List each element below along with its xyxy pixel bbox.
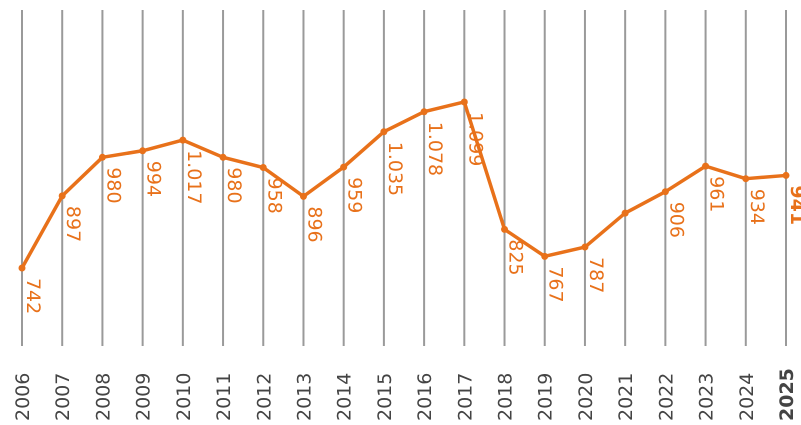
point: [219, 153, 227, 161]
point: [782, 171, 790, 179]
point: [460, 98, 468, 106]
data-label: 980: [223, 167, 245, 203]
data-label: 906: [665, 202, 687, 238]
x-tick-label: 2025: [776, 368, 798, 421]
point: [661, 188, 669, 196]
data-label: 825: [505, 239, 527, 275]
x-tick-label: 2010: [173, 373, 195, 421]
point: [299, 192, 307, 200]
point: [742, 175, 750, 183]
data-label: 1.017: [183, 150, 205, 204]
x-tick-label: 2019: [535, 373, 557, 421]
x-tick-label: 2021: [615, 373, 637, 421]
data-label: 980: [102, 167, 124, 203]
point: [702, 162, 710, 170]
x-tick-label: 2017: [454, 373, 476, 421]
x-tick-label: 2015: [374, 373, 396, 421]
data-label: 767: [545, 266, 567, 302]
data-label: 742: [22, 278, 44, 314]
x-tick-label: 2020: [575, 373, 597, 421]
point: [581, 243, 589, 251]
x-tick-label: 2018: [495, 373, 517, 421]
data-label: 958: [263, 178, 285, 214]
x-tick-label: 2013: [293, 373, 315, 421]
x-tick-label: 2012: [253, 373, 275, 421]
point: [98, 153, 106, 161]
point: [58, 192, 66, 200]
point: [501, 225, 509, 233]
x-tick-label: 2009: [133, 373, 155, 421]
data-label: 934: [746, 189, 768, 225]
x-tick-label: 2014: [334, 373, 356, 421]
data-label: 1.035: [384, 142, 406, 196]
data-label: 1.078: [424, 122, 446, 176]
point: [420, 108, 428, 116]
point: [541, 252, 549, 260]
point: [621, 209, 629, 217]
data-label: 994: [143, 161, 165, 197]
x-tick-label: 2024: [736, 373, 758, 421]
point: [380, 128, 388, 136]
x-tick-label: 2007: [52, 373, 74, 421]
x-tick-label: 2023: [696, 373, 718, 421]
point: [259, 164, 267, 172]
x-tick-label: 2011: [213, 373, 235, 421]
point: [18, 264, 26, 272]
data-label: 1.099: [464, 112, 486, 166]
data-label: 961: [706, 176, 728, 212]
point: [179, 136, 187, 144]
data-label: 896: [303, 206, 325, 242]
x-tick-label: 2006: [12, 373, 34, 421]
x-tick-label: 2022: [655, 373, 677, 421]
data-label: 897: [62, 206, 84, 242]
data-label: 941: [786, 185, 801, 225]
data-label: 959: [344, 177, 366, 213]
x-tick-label: 2016: [414, 373, 436, 421]
data-label: 787: [585, 257, 607, 293]
x-tick-label: 2008: [92, 373, 114, 421]
point: [139, 147, 147, 155]
line: [20, 100, 787, 269]
point: [340, 163, 348, 171]
